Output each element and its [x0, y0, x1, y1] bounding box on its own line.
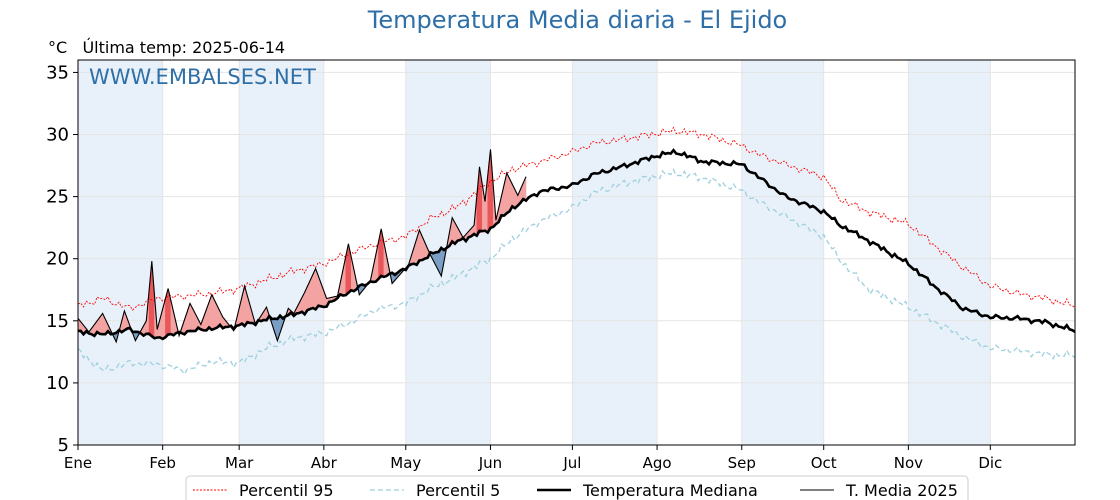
month-band-sep — [741, 60, 824, 445]
month-band-mar — [239, 60, 324, 445]
mediana-line — [77, 148, 1076, 341]
x-tick-label: Nov — [894, 454, 923, 472]
media-2025-line — [77, 149, 527, 344]
unit-label: °C — [48, 38, 68, 57]
chart-title: Temperatura Media diaria - El Ejido — [367, 6, 788, 34]
legend-box — [185, 475, 969, 500]
y-tick-label: 20 — [46, 249, 69, 270]
y-tick-label: 15 — [46, 311, 69, 332]
y-tick-label: 10 — [46, 373, 69, 394]
x-tick-label: Feb — [149, 454, 176, 472]
y-tick-label: 5 — [58, 435, 69, 456]
y-tick-label: 35 — [46, 62, 69, 83]
watermark-text: WWW.EMBALSES.NET — [89, 65, 316, 89]
x-tick-label: Dic — [978, 454, 1002, 472]
series-lines — [77, 126, 1076, 376]
x-tick-label: Jun — [478, 454, 502, 472]
x-tick-label: Mar — [225, 454, 254, 472]
month-band-jul — [572, 60, 658, 445]
month-band-nov — [908, 60, 991, 445]
x-tick-label: Ene — [64, 454, 92, 472]
percentil-5-line — [77, 168, 1076, 376]
month-band-ene — [78, 60, 163, 445]
x-tick-label: Sep — [728, 454, 756, 472]
month-bands — [78, 60, 991, 445]
x-tick-label: Oct — [811, 454, 837, 472]
chart-subtitle: °C Última temp: 2025-06-14 — [48, 38, 285, 57]
y-axis-ticks: 5 10 15 20 25 30 35 — [46, 62, 78, 456]
legend-percentil-95-label: Percentil 95 — [239, 481, 334, 500]
x-tick-label: May — [390, 454, 421, 472]
x-tick-label: Abr — [311, 454, 338, 472]
legend-media-2025-label: T. Media 2025 — [845, 481, 958, 500]
x-tick-label: Ago — [643, 454, 672, 472]
legend-percentil-5-label: Percentil 5 — [416, 481, 500, 500]
plot-frame — [77, 59, 1076, 446]
legend-mediana-label: Temperatura Mediana — [582, 481, 758, 500]
y-tick-label: 30 — [46, 125, 69, 146]
x-tick-label: Jul — [562, 454, 581, 472]
legend: Percentil 95 Percentil 5 Temperatura Media… — [185, 475, 969, 500]
last-temp-label: Última temp: 2025-06-14 — [82, 38, 286, 57]
y-tick-label: 25 — [46, 187, 69, 208]
x-axis-ticks: Ene Feb Mar Abr May Jun Jul Ago Sep Oct Nov Dic — [64, 445, 1002, 472]
